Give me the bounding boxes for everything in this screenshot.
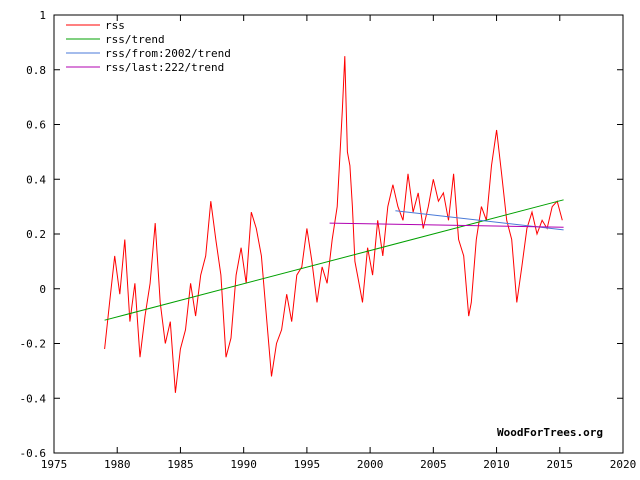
- x-tick-label: 1990: [230, 458, 257, 471]
- y-tick-label: -0.4: [20, 392, 47, 405]
- x-tick-label: 2010: [483, 458, 510, 471]
- y-tick-label: 1: [39, 9, 46, 22]
- legend-label: rss/last:222/trend: [105, 61, 224, 74]
- y-tick-label: 0.4: [26, 173, 46, 186]
- x-tick-label: 2015: [547, 458, 574, 471]
- series-line-rss-last-222-trend: [329, 222, 564, 228]
- series-line-rss-trend: [104, 199, 564, 321]
- legend: rssrss/trendrss/from:2002/trendrss/last:…: [66, 19, 231, 74]
- watermark: WoodForTrees.org: [497, 426, 603, 439]
- x-tick-label: 1975: [41, 458, 68, 471]
- y-tick-label: -0.6: [20, 447, 47, 460]
- plot-frame: [53, 14, 624, 454]
- legend-label: rss/trend: [105, 33, 165, 46]
- y-tick-label: 0.8: [26, 64, 46, 77]
- x-tick-label: 2005: [420, 458, 447, 471]
- axis-ticks: 1975 1980 1985 1990 1995 2000 2005 2010 2015 2020…: [20, 9, 637, 471]
- x-tick-label: 1985: [167, 458, 194, 471]
- y-tick-label: 0: [39, 283, 46, 296]
- legend-label: rss: [105, 19, 125, 32]
- y-tick-label: 0.6: [26, 119, 46, 132]
- x-tick-label: 1980: [104, 458, 131, 471]
- x-tick-label: 2000: [357, 458, 384, 471]
- series-line-rss: [104, 56, 563, 393]
- y-tick-label: 0.2: [26, 228, 46, 241]
- x-tick-label: 1995: [294, 458, 321, 471]
- legend-label: rss/from:2002/trend: [105, 47, 231, 60]
- series-layer: [104, 56, 564, 393]
- x-tick-label: 2020: [610, 458, 637, 471]
- y-tick-label: -0.2: [20, 338, 47, 351]
